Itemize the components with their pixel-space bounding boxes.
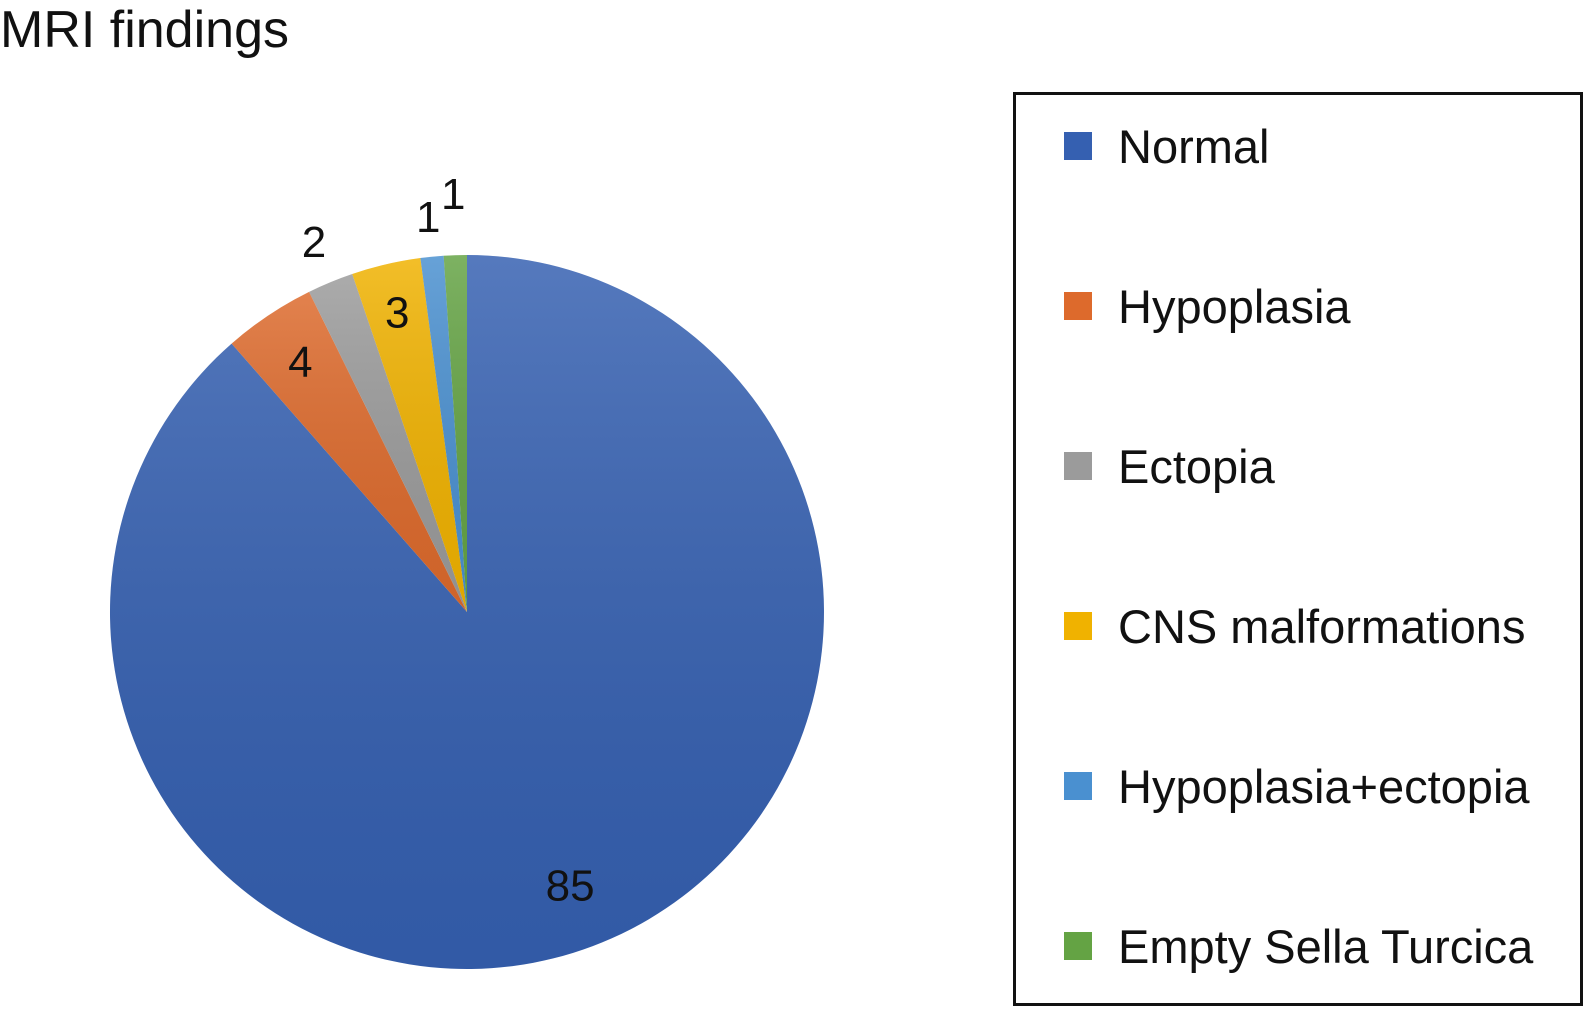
- legend-label: Hypoplasia: [1118, 279, 1351, 333]
- data-label-empty-sella-turcica: 1: [441, 170, 465, 219]
- legend-label: Normal: [1118, 119, 1270, 173]
- legend-label: Hypoplasia+ectopia: [1118, 759, 1530, 813]
- pie-slice-shade-ectopia: [309, 273, 467, 612]
- pie-slices: [109, 255, 824, 969]
- data-label-cns-malformations: 3: [385, 289, 409, 338]
- legend-label: CNS malformations: [1118, 599, 1526, 653]
- legend-swatch-hypoplasia-ectopia: [1064, 772, 1092, 800]
- legend-label: Empty Sella Turcica: [1118, 919, 1534, 973]
- legend-item-hypoplasia-ectopia: Hypoplasia+ectopia: [1064, 756, 1530, 816]
- chart-title: MRI findings: [0, 1, 289, 59]
- data-label-ectopia: 2: [302, 218, 326, 267]
- pie-slice-shade-cns-malformations: [352, 258, 467, 612]
- pie-slice-shade-normal: [109, 255, 824, 969]
- legend-swatch-empty-sella-turcica: [1064, 932, 1092, 960]
- legend-swatch-cns-malformations: [1064, 612, 1092, 640]
- pie-slice-shade-hypoplasia-ectopia: [420, 255, 467, 612]
- data-label-hypoplasia: 4: [288, 338, 312, 387]
- legend-item-cns-malformations: CNS malformations: [1064, 596, 1525, 656]
- legend-item-ectopia: Ectopia: [1064, 436, 1275, 496]
- legend-swatch-normal: [1064, 132, 1092, 160]
- legend-item-normal: Normal: [1064, 116, 1269, 176]
- legend: Normal Hypoplasia Ectopia CNS malformati…: [1013, 92, 1583, 1006]
- data-label-hypoplasia-ectopia: 1: [416, 193, 440, 242]
- legend-swatch-ectopia: [1064, 452, 1092, 480]
- legend-label: Ectopia: [1118, 439, 1275, 493]
- legend-swatch-hypoplasia: [1064, 292, 1092, 320]
- data-label-normal: 85: [546, 862, 595, 911]
- pie-slice-shade-hypoplasia: [231, 291, 467, 612]
- legend-item-empty-sella-turcica: Empty Sella Turcica: [1064, 916, 1533, 976]
- legend-item-hypoplasia: Hypoplasia: [1064, 276, 1351, 336]
- pie-slice-shade-empty-sella-turcica: [443, 255, 467, 612]
